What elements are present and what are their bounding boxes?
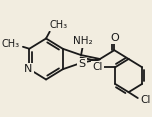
Text: NH₂: NH₂ — [73, 36, 93, 46]
Text: S: S — [78, 59, 86, 69]
Text: Cl: Cl — [92, 62, 103, 72]
Text: N: N — [24, 64, 33, 74]
Text: CH₃: CH₃ — [2, 39, 20, 49]
Text: CH₃: CH₃ — [50, 20, 68, 30]
Text: O: O — [110, 33, 119, 42]
Text: Cl: Cl — [140, 95, 150, 105]
